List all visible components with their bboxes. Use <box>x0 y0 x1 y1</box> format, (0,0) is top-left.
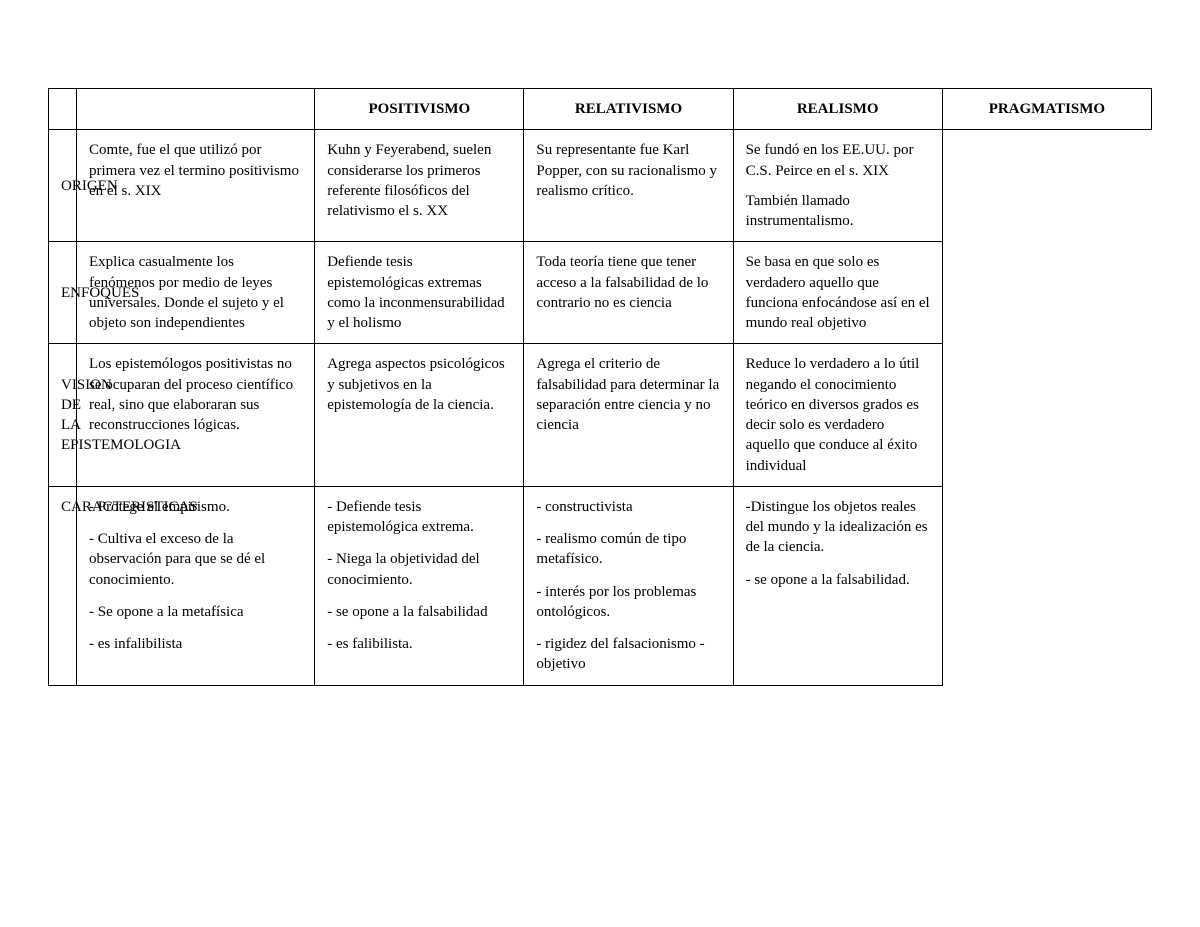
table-cell: Agrega aspectos psicológicos y subjetivo… <box>315 344 524 487</box>
cell-paragraph: - se opone a la falsabilidad. <box>746 570 930 590</box>
cell-paragraph: - Protege el empirismo. <box>89 497 302 517</box>
cell-paragraph: - constructivista <box>536 497 720 517</box>
table-cell: - Defiende tesis epistemológica extrema.… <box>315 486 524 685</box>
document-page: POSITIVISMO RELATIVISMO REALISMO PRAGMAT… <box>0 0 1200 734</box>
table-cell: Kuhn y Feyerabend, suelen considerarse l… <box>315 130 524 242</box>
header-blank <box>77 89 315 130</box>
header-col-1: POSITIVISMO <box>315 89 524 130</box>
table-cell: Su representante fue Karl Popper, con su… <box>524 130 733 242</box>
table-cell: Los epistemólogos positivistas no se ocu… <box>77 344 315 487</box>
table-row: ORIGENComte, fue el que utilizó por prim… <box>49 130 1152 242</box>
table-cell: Agrega el criterio de falsabilidad para … <box>524 344 733 487</box>
table-cell: Explica casualmente los fenómenos por me… <box>77 242 315 344</box>
table-body: ORIGENComte, fue el que utilizó por prim… <box>49 130 1152 685</box>
table-cell: Se fundó en los EE.UU. por C.S. Peirce e… <box>733 130 942 242</box>
cell-paragraph: - se opone a la falsabilidad <box>327 602 511 622</box>
cell-paragraph: - Niega la objetividad del conocimiento. <box>327 549 511 590</box>
cell-paragraph: - rigidez del falsacionismo -objetivo <box>536 634 720 675</box>
row-label: ORIGEN <box>49 130 77 242</box>
table-header-row: POSITIVISMO RELATIVISMO REALISMO PRAGMAT… <box>49 89 1152 130</box>
table-cell: Defiende tesis epistemológicas extremas … <box>315 242 524 344</box>
cell-paragraph: - realismo común de tipo metafísico. <box>536 529 720 570</box>
row-label: VISION DE LA EPISTEMOLOGIA <box>49 344 77 487</box>
table-cell: Toda teoría tiene que tener acceso a la … <box>524 242 733 344</box>
table-row: ENFOQUESExplica casualmente los fenómeno… <box>49 242 1152 344</box>
cell-paragraph: - interés por los problemas ontológicos. <box>536 582 720 623</box>
table-cell: -Distingue los objetos reales del mundo … <box>733 486 942 685</box>
table-row: VISION DE LA EPISTEMOLOGIALos epistemólo… <box>49 344 1152 487</box>
row-label: CARACTERISTICAS <box>49 486 77 685</box>
header-stub <box>49 89 77 130</box>
cell-paragraph: - Se opone a la metafísica <box>89 602 302 622</box>
table-cell: Reduce lo verdadero a lo útil negando el… <box>733 344 942 487</box>
row-label: ENFOQUES <box>49 242 77 344</box>
header-col-4: PRAGMATISMO <box>942 89 1151 130</box>
cell-paragraph: - es falibilista. <box>327 634 511 654</box>
cell-paragraph: - Cultiva el exceso de la observación pa… <box>89 529 302 590</box>
cell-paragraph: Se fundó en los EE.UU. por C.S. Peirce e… <box>746 140 930 181</box>
header-col-3: REALISMO <box>733 89 942 130</box>
table-cell: Se basa en que solo es verdadero aquello… <box>733 242 942 344</box>
table-cell: - Protege el empirismo. - Cultiva el exce… <box>77 486 315 685</box>
cell-paragraph: - es infalibilista <box>89 634 302 654</box>
cell-paragraph: -Distingue los objetos reales del mundo … <box>746 497 930 558</box>
table-cell: - constructivista - realismo común de tip… <box>524 486 733 685</box>
header-col-2: RELATIVISMO <box>524 89 733 130</box>
cell-paragraph: También llamado instrumentalismo. <box>746 191 930 232</box>
epistemology-comparison-table: POSITIVISMO RELATIVISMO REALISMO PRAGMAT… <box>48 88 1152 686</box>
table-cell: Comte, fue el que utilizó por primera ve… <box>77 130 315 242</box>
table-row: CARACTERISTICAS- Protege el empirismo.- … <box>49 486 1152 685</box>
cell-paragraph: - Defiende tesis epistemológica extrema. <box>327 497 511 538</box>
